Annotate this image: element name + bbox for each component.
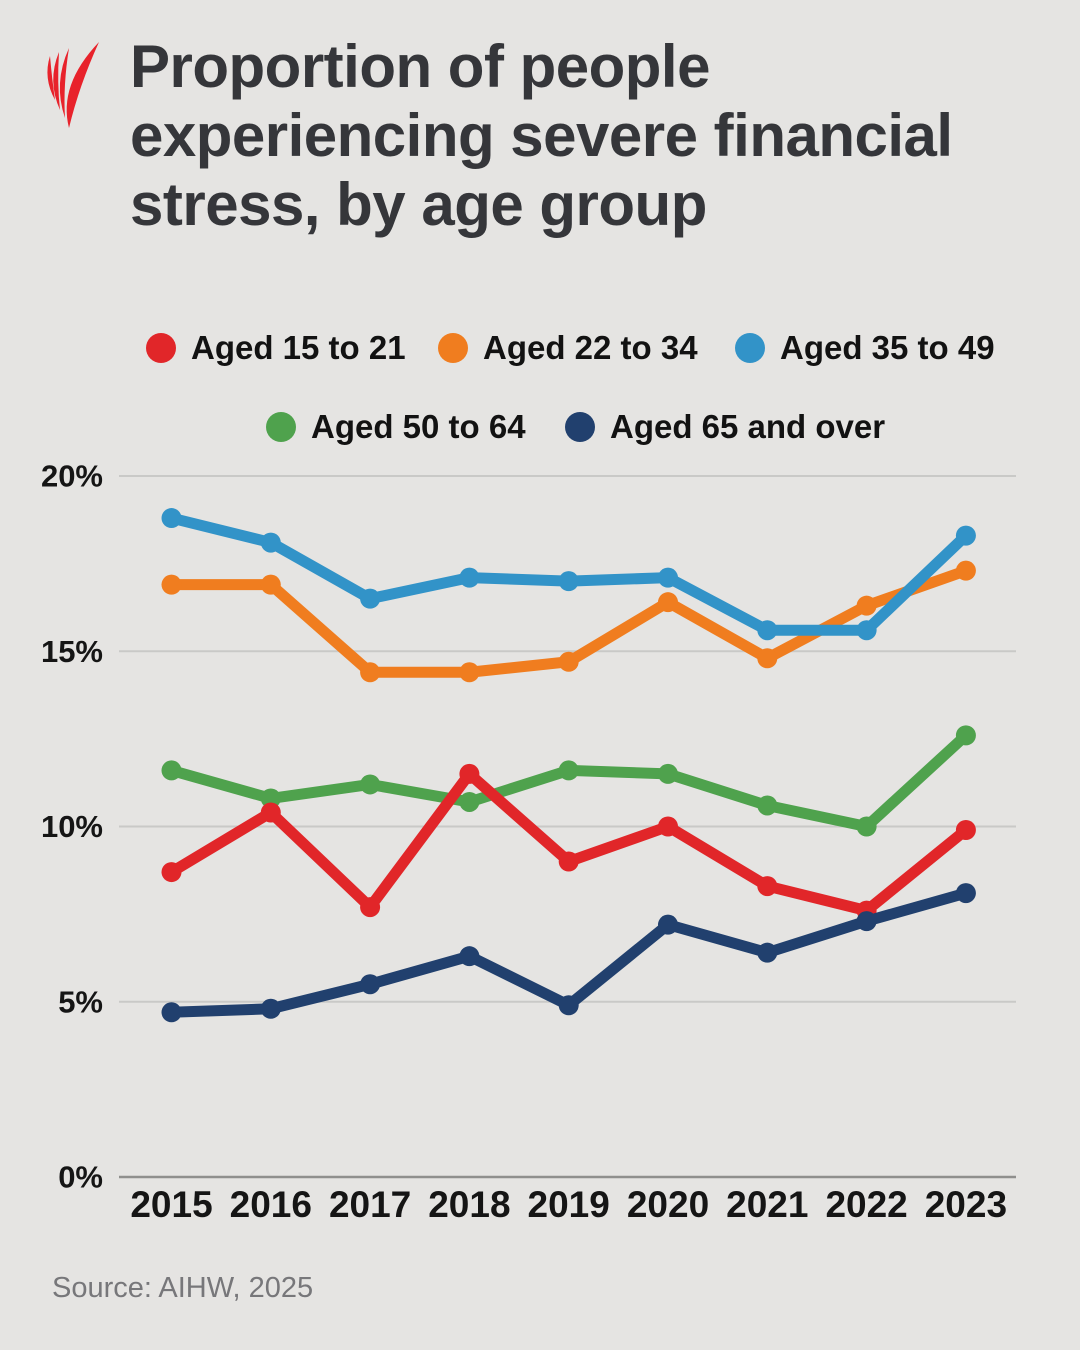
data-point-aged-22-to-34-2018 [459, 662, 480, 683]
data-point-aged-15-to-21-2015 [161, 862, 182, 883]
legend-dot-icon [735, 333, 765, 363]
x-tick-label: 2018 [428, 1184, 510, 1225]
data-point-aged-65-and-over-2020 [658, 914, 678, 935]
legend-item-aged-35-to-49: Aged 35 to 49 [735, 328, 995, 368]
legend-label: Aged 50 to 64 [311, 408, 526, 445]
y-tick-label: 0% [58, 1160, 103, 1195]
data-point-aged-15-to-21-2021 [757, 876, 778, 897]
data-point-aged-22-to-34-2017 [360, 662, 381, 683]
sbs-logo-icon [47, 42, 99, 128]
data-point-aged-22-to-34-2023 [955, 560, 976, 581]
legend-item-aged-50-to-64: Aged 50 to 64 [266, 407, 526, 447]
data-point-aged-22-to-34-2020 [658, 592, 678, 613]
data-point-aged-22-to-34-2022 [856, 595, 877, 616]
data-point-aged-15-to-21-2016 [260, 802, 281, 823]
data-point-aged-65-and-over-2019 [558, 995, 579, 1016]
data-point-aged-35-to-49-2016 [260, 532, 281, 553]
legend-dot-icon [565, 412, 595, 442]
data-point-aged-35-to-49-2015 [161, 508, 182, 529]
data-point-aged-22-to-34-2021 [757, 648, 778, 669]
data-point-aged-50-to-64-2019 [558, 760, 579, 781]
data-point-aged-35-to-49-2021 [757, 620, 778, 641]
series-aged-35-to-49 [161, 508, 976, 641]
data-point-aged-35-to-49-2022 [856, 620, 877, 641]
data-point-aged-15-to-21-2017 [360, 897, 381, 918]
data-point-aged-65-and-over-2022 [856, 911, 877, 932]
data-point-aged-15-to-21-2023 [955, 820, 976, 841]
data-point-aged-22-to-34-2016 [260, 574, 281, 595]
title-line-2: experiencing severe financial [130, 102, 953, 169]
data-point-aged-65-and-over-2017 [360, 974, 381, 995]
series-line-aged-50-to-64 [166, 729, 972, 832]
x-tick-label: 2015 [130, 1184, 212, 1225]
data-point-aged-65-and-over-2016 [260, 998, 281, 1019]
y-tick-label: 10% [41, 809, 103, 844]
x-tick-label: 2021 [726, 1184, 808, 1225]
data-point-aged-50-to-64-2020 [658, 763, 678, 784]
data-point-aged-50-to-64-2016 [260, 788, 281, 809]
series-aged-65-and-over [161, 883, 976, 1023]
data-point-aged-15-to-21-2018 [459, 763, 480, 784]
legend-item-aged-22-to-34: Aged 22 to 34 [438, 328, 698, 368]
legend-label: Aged 15 to 21 [191, 329, 406, 366]
data-point-aged-15-to-21-2020 [658, 816, 678, 837]
data-point-aged-65-and-over-2023 [955, 883, 976, 904]
page-title: Proportion of people experiencing severe… [130, 32, 1060, 239]
data-point-aged-15-to-21-2019 [558, 851, 579, 872]
series-aged-22-to-34 [161, 560, 976, 683]
legend-item-aged-65-and-over: Aged 65 and over [565, 407, 885, 447]
data-point-aged-50-to-64-2022 [856, 816, 877, 837]
data-point-aged-35-to-49-2023 [955, 525, 976, 546]
data-point-aged-65-and-over-2021 [757, 942, 778, 963]
data-point-aged-65-and-over-2015 [161, 1002, 182, 1023]
x-tick-label: 2022 [825, 1184, 907, 1225]
y-tick-label: 20% [41, 459, 103, 494]
title-line-3: stress, by age group [130, 171, 707, 238]
legend-label: Aged 22 to 34 [483, 329, 698, 366]
legend-label: Aged 65 and over [610, 408, 886, 445]
y-tick-label: 15% [41, 634, 103, 669]
data-point-aged-50-to-64-2017 [360, 774, 381, 795]
data-point-aged-65-and-over-2018 [459, 946, 480, 967]
data-point-aged-50-to-64-2023 [955, 725, 976, 746]
data-point-aged-22-to-34-2019 [558, 651, 579, 672]
legend-dot-icon [266, 412, 296, 442]
x-tick-label: 2019 [528, 1184, 610, 1225]
data-point-aged-50-to-64-2021 [757, 795, 778, 816]
data-point-aged-50-to-64-2018 [459, 791, 480, 812]
data-point-aged-22-to-34-2015 [161, 574, 182, 595]
x-tick-label: 2016 [230, 1184, 312, 1225]
legend-label: Aged 35 to 49 [780, 329, 995, 366]
title-line-1: Proportion of people [130, 33, 710, 100]
legend-item-aged-15-to-21: Aged 15 to 21 [146, 328, 406, 368]
data-point-aged-35-to-49-2019 [558, 571, 579, 592]
x-tick-label: 2020 [627, 1184, 709, 1225]
data-point-aged-35-to-49-2018 [459, 567, 480, 588]
source-caption: Source: AIHW, 2025 [52, 1272, 314, 1304]
data-point-aged-35-to-49-2020 [658, 567, 678, 588]
series-aged-50-to-64 [161, 725, 976, 837]
legend-dot-icon [438, 333, 468, 363]
data-point-aged-35-to-49-2017 [360, 588, 381, 609]
series-aged-15-to-21 [161, 763, 976, 921]
data-point-aged-50-to-64-2015 [161, 760, 182, 781]
x-tick-label: 2017 [329, 1184, 411, 1225]
x-tick-label: 2023 [925, 1184, 1007, 1225]
legend-dot-icon [146, 333, 176, 363]
y-tick-label: 5% [58, 984, 103, 1019]
